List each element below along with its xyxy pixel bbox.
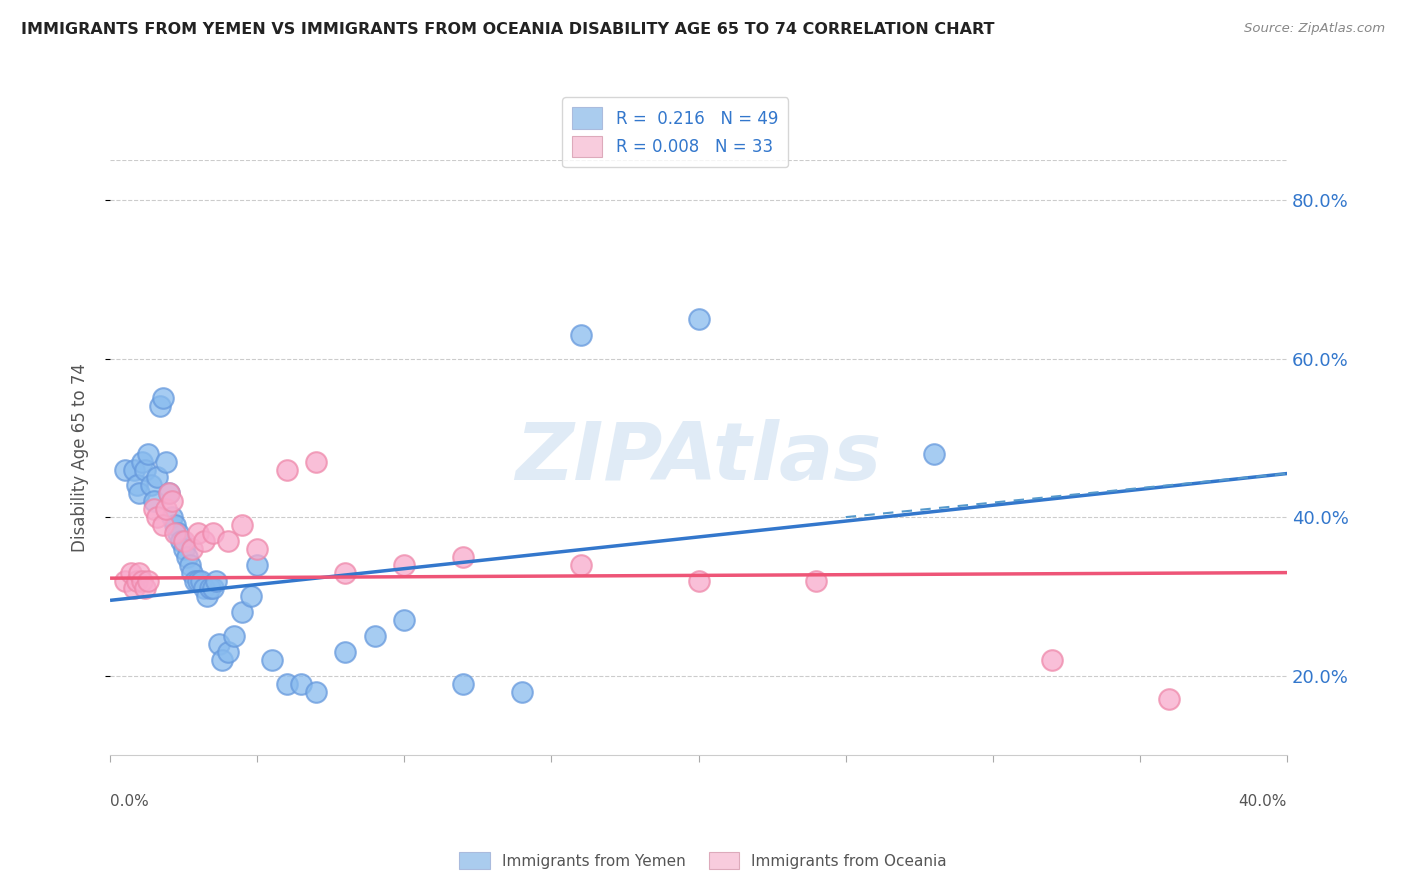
Point (173, 533, 195, 548)
Y-axis label: Disability Age 65 to 74: Disability Age 65 to 74 (72, 363, 89, 552)
Point (136, 447, 159, 461)
Point (240, 590, 263, 604)
Point (305, 455, 328, 469)
Point (806, 574, 828, 588)
Point (125, 574, 148, 588)
Point (152, 391, 174, 405)
Text: IMMIGRANTS FROM YEMEN VS IMMIGRANTS FROM OCEANIA DISABILITY AGE 65 TO 74 CORRELA: IMMIGRANTS FROM YEMEN VS IMMIGRANTS FROM… (21, 22, 994, 37)
Point (193, 582, 215, 596)
Point (136, 574, 159, 588)
Point (128, 486, 150, 500)
Point (394, 613, 416, 627)
Point (160, 510, 183, 524)
Point (173, 541, 195, 556)
Point (146, 510, 169, 524)
Point (160, 494, 183, 508)
Point (246, 558, 269, 572)
Point (190, 574, 212, 588)
Point (131, 574, 153, 588)
Point (195, 590, 218, 604)
Point (276, 676, 298, 690)
Point (166, 526, 188, 541)
Point (122, 582, 145, 596)
Point (260, 653, 283, 667)
Text: Source: ZipAtlas.com: Source: ZipAtlas.com (1244, 22, 1385, 36)
Point (152, 518, 174, 533)
Point (187, 574, 209, 588)
Point (170, 533, 193, 548)
Point (305, 684, 328, 698)
Point (290, 676, 312, 690)
Point (688, 312, 710, 326)
Point (176, 549, 198, 564)
Point (211, 653, 233, 667)
Point (157, 486, 180, 500)
Point (141, 478, 163, 492)
Point (451, 676, 474, 690)
Point (198, 582, 221, 596)
Point (120, 566, 142, 580)
Point (217, 533, 239, 548)
Point (451, 549, 474, 564)
Point (181, 566, 204, 580)
Point (181, 541, 204, 556)
Point (276, 462, 298, 476)
Point (128, 566, 150, 580)
Point (202, 526, 225, 541)
Point (394, 558, 416, 572)
Point (510, 684, 533, 698)
Point (155, 455, 177, 469)
Point (231, 518, 253, 533)
Point (131, 455, 153, 469)
Text: 0.0%: 0.0% (110, 794, 149, 808)
Point (134, 462, 156, 476)
Point (184, 574, 207, 588)
Point (179, 558, 201, 572)
Point (143, 494, 166, 508)
Point (193, 533, 215, 548)
Point (143, 502, 166, 516)
Point (146, 470, 169, 484)
Legend: Immigrants from Yemen, Immigrants from Oceania: Immigrants from Yemen, Immigrants from O… (453, 846, 953, 875)
Point (1040, 653, 1063, 667)
Point (202, 582, 225, 596)
Point (163, 526, 186, 541)
Point (149, 399, 172, 413)
Point (125, 478, 148, 492)
Point (569, 558, 592, 572)
Point (364, 629, 387, 643)
Point (688, 574, 710, 588)
Point (122, 462, 145, 476)
Point (208, 637, 231, 651)
Point (231, 605, 253, 619)
Point (922, 447, 945, 461)
Point (335, 566, 357, 580)
Point (187, 526, 209, 541)
Point (163, 518, 186, 533)
Point (155, 502, 177, 516)
Point (114, 574, 136, 588)
Legend: R =  0.216   N = 49, R = 0.008   N = 33: R = 0.216 N = 49, R = 0.008 N = 33 (562, 97, 787, 167)
Point (335, 645, 357, 659)
Point (157, 486, 180, 500)
Point (246, 541, 269, 556)
Point (569, 327, 592, 342)
Text: 40.0%: 40.0% (1239, 794, 1286, 808)
Point (222, 629, 245, 643)
Point (134, 582, 156, 596)
Point (217, 645, 239, 659)
Point (205, 574, 228, 588)
Text: ZIPAtlas: ZIPAtlas (516, 418, 882, 497)
Point (1159, 692, 1181, 706)
Point (114, 462, 136, 476)
